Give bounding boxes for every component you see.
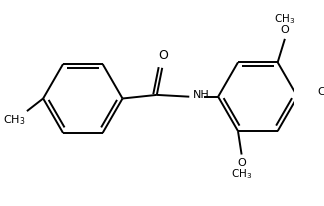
Text: CH$_3$: CH$_3$	[274, 12, 295, 26]
Text: O: O	[158, 49, 168, 62]
Text: CH$_3$: CH$_3$	[231, 167, 252, 181]
Text: CH$_3$: CH$_3$	[3, 113, 25, 127]
Text: Cl: Cl	[318, 87, 324, 97]
Text: NH: NH	[193, 90, 210, 100]
Text: O: O	[237, 158, 246, 168]
Text: O: O	[281, 25, 289, 35]
